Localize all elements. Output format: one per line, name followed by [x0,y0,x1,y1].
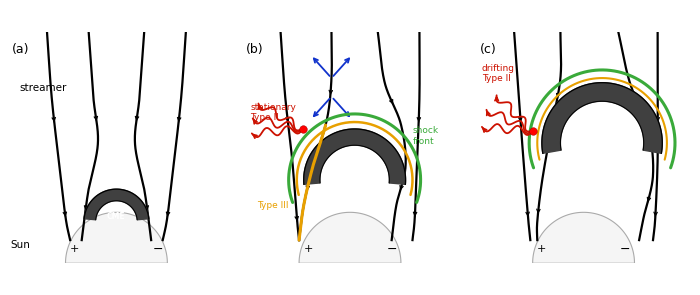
Text: drifting
Type II: drifting Type II [482,64,514,83]
Text: shock
front: shock front [412,126,439,146]
Polygon shape [533,212,634,263]
Text: streamer: streamer [19,83,66,93]
Polygon shape [299,212,401,263]
Text: +: + [304,244,313,254]
Text: (b): (b) [246,43,263,56]
Text: Sun: Sun [10,240,30,250]
Text: CME: CME [107,212,126,222]
Text: −: − [386,243,397,256]
Text: +: + [537,244,547,254]
Text: stationary
Type II: stationary Type II [251,103,296,122]
Text: −: − [153,243,163,256]
Text: CME: CME [346,166,368,175]
Polygon shape [542,83,662,153]
Text: −: − [620,243,631,256]
Polygon shape [66,212,167,263]
Text: Type III: Type III [258,201,289,210]
Text: CME: CME [587,134,608,143]
Text: (a): (a) [13,43,30,56]
Polygon shape [304,129,405,184]
Text: +: + [70,244,80,254]
Text: (c): (c) [480,43,496,56]
Polygon shape [84,189,148,220]
